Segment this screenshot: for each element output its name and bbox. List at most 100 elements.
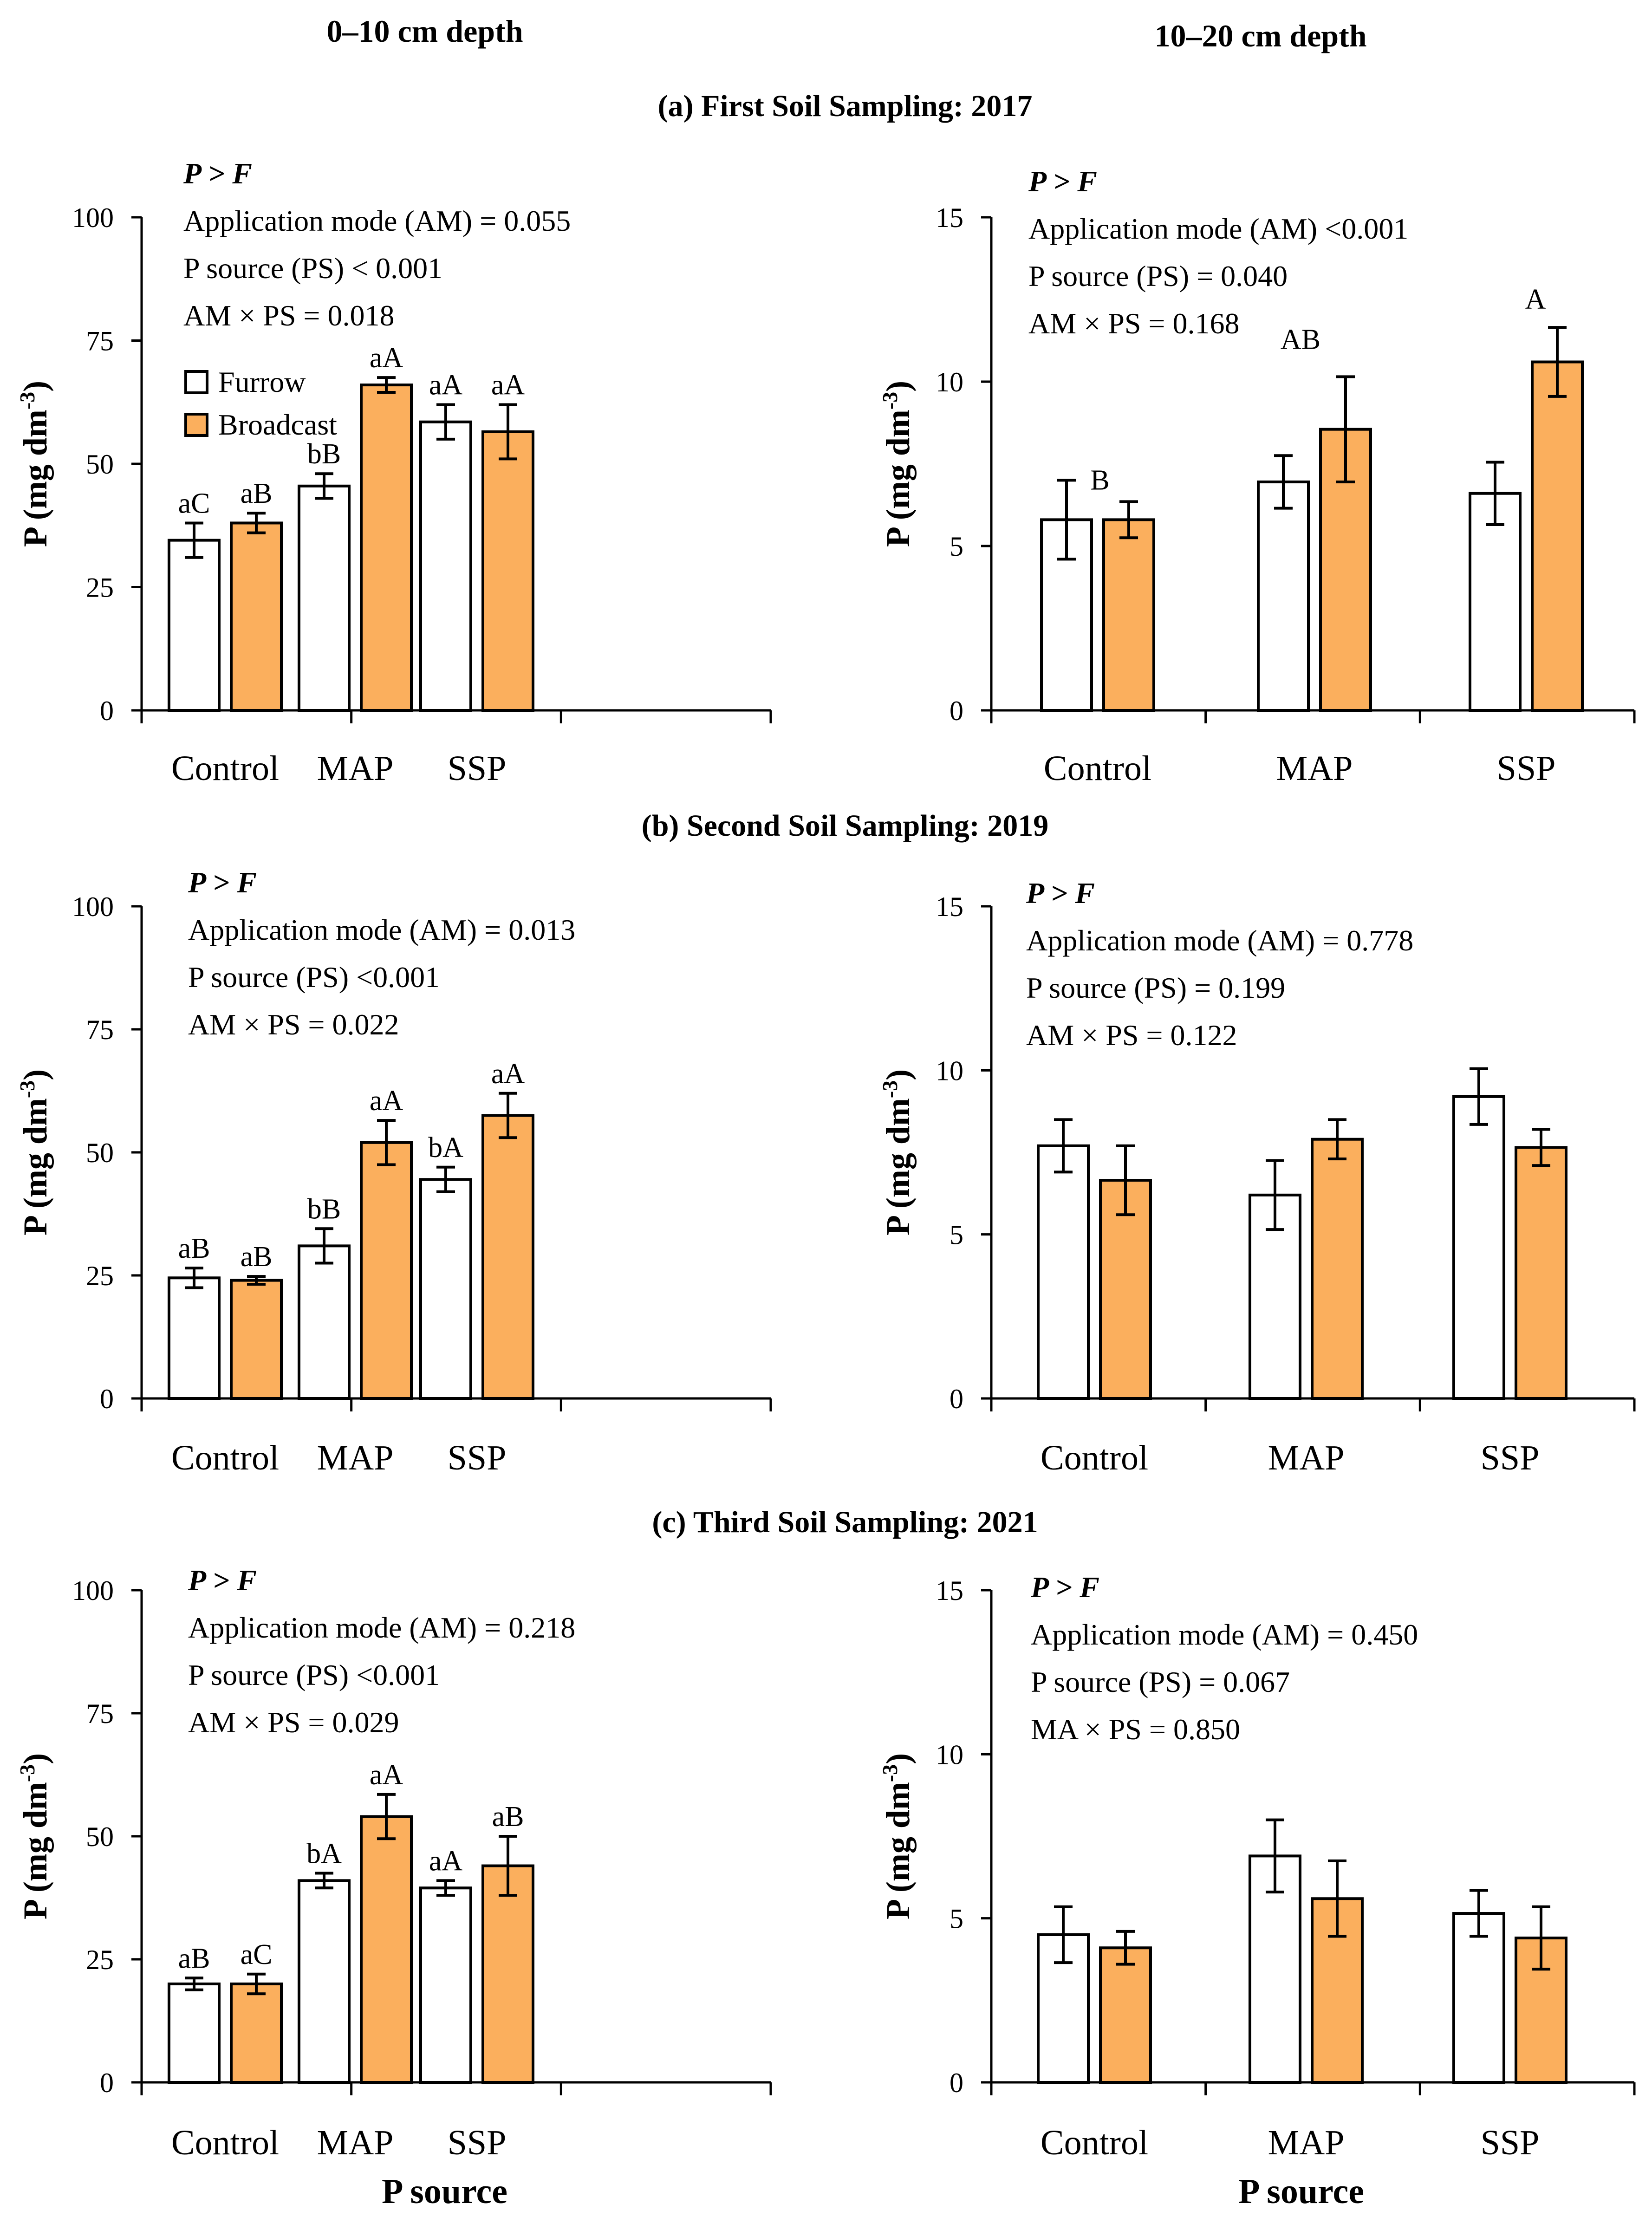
significance-label: bB bbox=[307, 438, 341, 470]
section-a-title: (a) First Soil Sampling: 2017 bbox=[658, 89, 1033, 123]
bar-furrow-map bbox=[298, 1879, 351, 2084]
significance-label: aC bbox=[178, 488, 210, 519]
bar-furrow-control bbox=[168, 539, 221, 712]
y-axis-label: P (mg dm-3) bbox=[878, 1753, 917, 1919]
y-tick-label: 100 bbox=[72, 891, 114, 922]
category-label-map: MAP bbox=[317, 2123, 394, 2162]
legend-swatch-broadcast bbox=[184, 413, 208, 437]
stats-heading: P > F bbox=[188, 1564, 257, 1597]
stats-line: P source (PS) = 0.067 bbox=[1031, 1665, 1290, 1698]
category-label-control: Control bbox=[1041, 2123, 1148, 2162]
significance-label: aA bbox=[491, 1058, 525, 1090]
y-tick-label: 5 bbox=[950, 1904, 963, 1934]
stats-line: Application mode (AM) = 0.450 bbox=[1031, 1618, 1418, 1651]
bar-broadcast-control bbox=[230, 521, 283, 712]
bar-furrow-map bbox=[1257, 480, 1310, 712]
stats-heading: P > F bbox=[1030, 1571, 1099, 1604]
right-depth-header: 10–20 cm depth bbox=[1154, 18, 1366, 53]
y-tick-label: 75 bbox=[86, 1698, 114, 1729]
stats-line: Application mode (AM) = 0.778 bbox=[1026, 924, 1413, 957]
significance-label: bA bbox=[428, 1132, 463, 1164]
y-tick-label: 5 bbox=[950, 531, 963, 562]
y-tick-label: 100 bbox=[72, 202, 114, 233]
category-label-map: MAP bbox=[317, 749, 394, 788]
bar-furrow-map bbox=[298, 484, 351, 712]
y-tick-label: 0 bbox=[950, 1384, 963, 1414]
stats-line: P source (PS) = 0.040 bbox=[1028, 260, 1288, 293]
chart-b-10-20: 0 5 10 15 P (mg dm-3) Control MAP SSP P > F Appli… bbox=[878, 877, 1636, 1477]
chart-b-0-10: 0 25 50 75 100 P (mg dm-3) aB aB Control bB aA MAP b… bbox=[15, 866, 772, 1477]
category-label-map: MAP bbox=[1268, 2123, 1345, 2162]
bar-broadcast-control bbox=[230, 1279, 283, 1400]
y-tick-label: 0 bbox=[100, 1384, 114, 1414]
stats-line: AM × PS = 0.029 bbox=[188, 1706, 399, 1739]
stats-line: AM × PS = 0.018 bbox=[183, 299, 395, 332]
significance-label: aA bbox=[429, 370, 463, 401]
y-axis-label: P (mg dm-3) bbox=[15, 381, 54, 547]
bar-furrow-ssp bbox=[419, 420, 472, 712]
bar-broadcast-map bbox=[360, 1141, 413, 1400]
bar-furrow-ssp bbox=[1469, 492, 1522, 712]
y-tick-label: 75 bbox=[86, 326, 114, 357]
significance-label: bB bbox=[307, 1193, 341, 1225]
x-axis-label: P source bbox=[382, 2172, 507, 2211]
significance-label: aB bbox=[492, 1801, 524, 1833]
stats-heading: P > F bbox=[183, 157, 252, 190]
y-axis-label: P (mg dm-3) bbox=[15, 1753, 54, 1919]
bar-broadcast-map bbox=[360, 1815, 413, 2084]
category-label-map: MAP bbox=[1276, 749, 1353, 788]
y-axis-label: P (mg dm-3) bbox=[878, 1069, 917, 1235]
y-axis-label: P (mg dm-3) bbox=[878, 381, 917, 547]
chart-a-0-10: 0 25 50 75 100 P (mg dm-3) aC aB Control bB aA MAP a… bbox=[15, 157, 772, 788]
stats-line: P source (PS) <0.001 bbox=[188, 961, 440, 994]
left-depth-header: 0–10 cm depth bbox=[326, 13, 523, 49]
y-tick-label: 25 bbox=[86, 572, 114, 603]
significance-label: aA bbox=[491, 370, 525, 401]
significance-label: aA bbox=[370, 1759, 403, 1791]
y-tick-label: 0 bbox=[950, 696, 963, 726]
stats-line: AM × PS = 0.168 bbox=[1028, 307, 1240, 340]
bar-furrow-ssp bbox=[1452, 1912, 1505, 2084]
y-tick-label: 10 bbox=[936, 1055, 963, 1086]
y-tick-label: 50 bbox=[86, 1138, 114, 1168]
stats-line: Application mode (AM) = 0.055 bbox=[183, 204, 571, 237]
y-tick-label: 0 bbox=[100, 2067, 114, 2098]
significance-label: aA bbox=[370, 1085, 403, 1117]
bar-furrow-control bbox=[168, 1276, 221, 1400]
y-tick-label: 10 bbox=[936, 1739, 963, 1770]
section-b-title: (b) Second Soil Sampling: 2019 bbox=[642, 809, 1049, 843]
y-tick-label: 5 bbox=[950, 1220, 963, 1250]
stats-line: P source (PS) < 0.001 bbox=[183, 252, 442, 285]
bar-furrow-control bbox=[168, 1983, 221, 2084]
bar-broadcast-map bbox=[360, 384, 413, 712]
bar-broadcast-control bbox=[230, 1983, 283, 2084]
stats-line: Application mode (AM) <0.001 bbox=[1028, 212, 1408, 245]
significance-label: aA bbox=[370, 342, 403, 374]
group-significance-label: B bbox=[1090, 464, 1109, 496]
category-label-ssp: SSP bbox=[448, 2123, 507, 2162]
chart-c-10-20: 0 5 10 15 P (mg dm-3) Control MAP SSP P > F Appli… bbox=[878, 1571, 1636, 2211]
category-label-control: Control bbox=[171, 2123, 279, 2162]
stats-heading: P > F bbox=[188, 866, 257, 899]
bar-broadcast-control bbox=[1099, 1946, 1152, 2084]
bar-broadcast-map bbox=[1311, 1138, 1364, 1400]
stats-heading: P > F bbox=[1028, 165, 1097, 198]
category-label-ssp: SSP bbox=[1481, 1438, 1540, 1477]
stats-line: P source (PS) = 0.199 bbox=[1026, 971, 1285, 1004]
significance-label: aB bbox=[178, 1943, 210, 1974]
significance-label: aC bbox=[241, 1939, 273, 1970]
stats-line: Application mode (AM) = 0.218 bbox=[188, 1611, 575, 1644]
significance-label: aA bbox=[429, 1845, 463, 1877]
stats-heading: P > F bbox=[1026, 877, 1095, 910]
group-significance-label: AB bbox=[1281, 324, 1320, 355]
legend-swatch-furrow bbox=[184, 370, 208, 394]
stats-line: Application mode (AM) = 0.013 bbox=[188, 913, 575, 946]
category-label-ssp: SSP bbox=[1481, 2123, 1540, 2162]
y-axis-label: P (mg dm-3) bbox=[15, 1069, 54, 1235]
y-tick-label: 0 bbox=[950, 2067, 963, 2098]
y-tick-label: 15 bbox=[936, 202, 963, 233]
legend-label-furrow: Furrow bbox=[218, 365, 306, 398]
legend-label-broadcast: Broadcast bbox=[218, 408, 337, 441]
